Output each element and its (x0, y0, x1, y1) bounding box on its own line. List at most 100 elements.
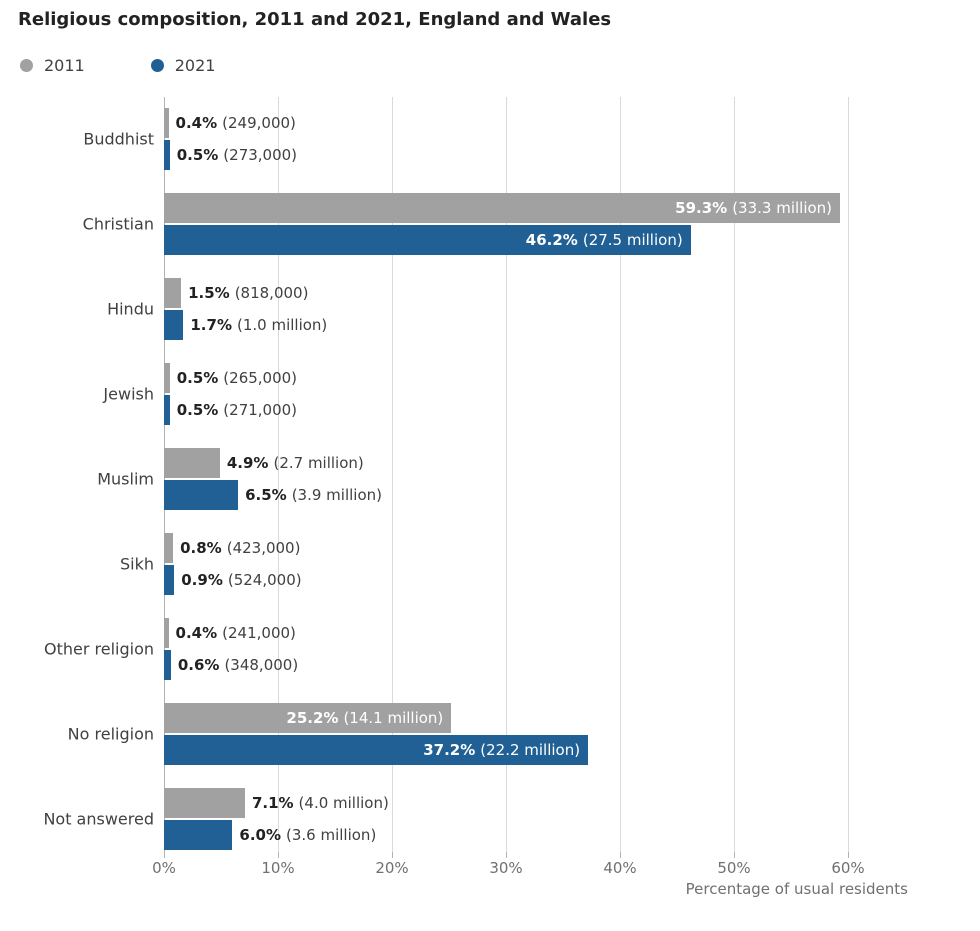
value-count: (27.5 million) (582, 231, 683, 249)
value-count: (273,000) (223, 146, 298, 164)
bar-2021-Hindu (164, 310, 184, 340)
bar-2011-Christian (164, 193, 841, 223)
value-label-2021-Not answered: 6.0% (3.6 million) (239, 820, 376, 850)
value-count: (265,000) (223, 369, 298, 387)
value-label-2011-Hindu: 1.5% (818,000) (188, 278, 308, 308)
legend-item-2021: 2021 (150, 56, 215, 75)
value-count: (22.2 million) (480, 741, 581, 759)
value-percent: 0.4% (175, 624, 218, 642)
x-axis-tick (734, 852, 735, 858)
value-label-2021-No religion: 37.2% (22.2 million) (423, 735, 580, 765)
value-percent: 37.2% (423, 741, 476, 759)
x-axis-tick-label: 50% (717, 859, 751, 877)
value-count: (524,000) (227, 571, 302, 589)
bar-2011-Other religion (164, 618, 169, 648)
value-label-2021-Hindu: 1.7% (1.0 million) (190, 310, 327, 340)
gridline-30% (506, 97, 507, 852)
category-label: No religion (67, 724, 154, 744)
x-axis-tick (164, 852, 165, 858)
bar-2021-Buddhist (164, 140, 170, 170)
value-count: (1.0 million) (236, 316, 328, 334)
x-axis-tick-label: 30% (489, 859, 523, 877)
x-axis-tick (392, 852, 393, 858)
value-label-2011-Not answered: 7.1% (4.0 million) (252, 788, 389, 818)
x-axis-tick-label: 40% (603, 859, 637, 877)
x-axis-tick-label: 60% (831, 859, 865, 877)
value-label-2011-Other religion: 0.4% (241,000) (176, 618, 296, 648)
category-label: Other religion (43, 639, 154, 659)
bar-2011-Buddhist (164, 108, 169, 138)
x-axis-tick (848, 852, 849, 858)
value-percent: 0.5% (176, 401, 219, 419)
category-label: Sikh (119, 554, 154, 574)
gridline-60% (848, 97, 849, 852)
x-axis-tick (506, 852, 507, 858)
value-label-2011-Muslim: 4.9% (2.7 million) (227, 448, 364, 478)
bar-2011-Sikh (164, 533, 174, 563)
value-percent: 4.9% (226, 454, 269, 472)
x-axis-tick-label: 0% (152, 859, 176, 877)
x-axis-tick-label: 10% (261, 859, 295, 877)
value-label-2021-Jewish: 0.5% (271,000) (177, 395, 297, 425)
bar-2021-Jewish (164, 395, 170, 425)
legend: 2011 2021 (20, 56, 215, 75)
value-count: (818,000) (234, 284, 309, 302)
bar-2011-No religion (164, 703, 452, 733)
x-axis-tick (278, 852, 279, 858)
bar-2021-Sikh (164, 565, 175, 595)
value-count: (348,000) (224, 656, 299, 674)
category-label: Hindu (107, 299, 154, 319)
x-axis-title: Percentage of usual residents (685, 880, 908, 898)
value-count: (423,000) (226, 539, 301, 557)
value-percent: 0.9% (181, 571, 223, 589)
value-percent: 6.0% (239, 826, 281, 844)
value-label-2021-Sikh: 0.9% (524,000) (181, 565, 301, 595)
value-count: (33.3 million) (732, 199, 833, 217)
bar-2011-Not answered (164, 788, 245, 818)
value-label-2011-Christian: 59.3% (33.3 million) (675, 193, 832, 223)
value-count: (271,000) (223, 401, 298, 419)
bar-2021-No religion (164, 735, 589, 765)
bar-2011-Hindu (164, 278, 182, 308)
value-label-2011-Buddhist: 0.4% (249,000) (176, 108, 296, 138)
legend-label: 2011 (44, 56, 85, 75)
value-percent: 0.5% (176, 369, 219, 387)
value-percent: 1.7% (190, 316, 232, 334)
value-count: (2.7 million) (273, 454, 364, 472)
x-axis-tick-label: 20% (375, 859, 409, 877)
value-percent: 59.3% (675, 199, 728, 217)
gridline-40% (620, 97, 621, 852)
value-percent: 6.5% (245, 486, 287, 504)
gridline-10% (278, 97, 279, 852)
value-count: (14.1 million) (343, 709, 444, 727)
value-count: (3.9 million) (291, 486, 382, 504)
x-axis-tick (620, 852, 621, 858)
legend-swatch-icon (20, 59, 33, 72)
legend-item-2011: 2011 (20, 56, 85, 75)
gridline-50% (734, 97, 735, 852)
value-label-2011-Sikh: 0.8% (423,000) (180, 533, 300, 563)
gridline-20% (392, 97, 393, 852)
value-label-2021-Buddhist: 0.5% (273,000) (177, 140, 297, 170)
category-label: Not answered (43, 809, 154, 829)
value-label-2021-Christian: 46.2% (27.5 million) (526, 225, 683, 255)
bar-2011-Muslim (164, 448, 220, 478)
value-percent: 0.5% (176, 146, 219, 164)
value-label-2021-Other religion: 0.6% (348,000) (178, 650, 298, 680)
value-percent: 7.1% (251, 794, 294, 812)
value-percent: 25.2% (286, 709, 339, 727)
value-label-2011-Jewish: 0.5% (265,000) (177, 363, 297, 393)
value-count: (249,000) (222, 114, 296, 132)
value-label-2021-Muslim: 6.5% (3.9 million) (245, 480, 382, 510)
chart-title: Religious composition, 2011 and 2021, En… (18, 9, 612, 30)
category-label: Buddhist (83, 129, 154, 149)
bar-2021-Other religion (164, 650, 171, 680)
value-count: (4.0 million) (298, 794, 389, 812)
bar-2021-Muslim (164, 480, 239, 510)
value-percent: 0.6% (177, 656, 220, 674)
bar-2021-Not answered (164, 820, 233, 850)
legend-swatch-icon (150, 59, 164, 72)
value-count: (241,000) (222, 624, 296, 642)
value-percent: 0.4% (175, 114, 218, 132)
value-percent: 1.5% (188, 284, 230, 302)
